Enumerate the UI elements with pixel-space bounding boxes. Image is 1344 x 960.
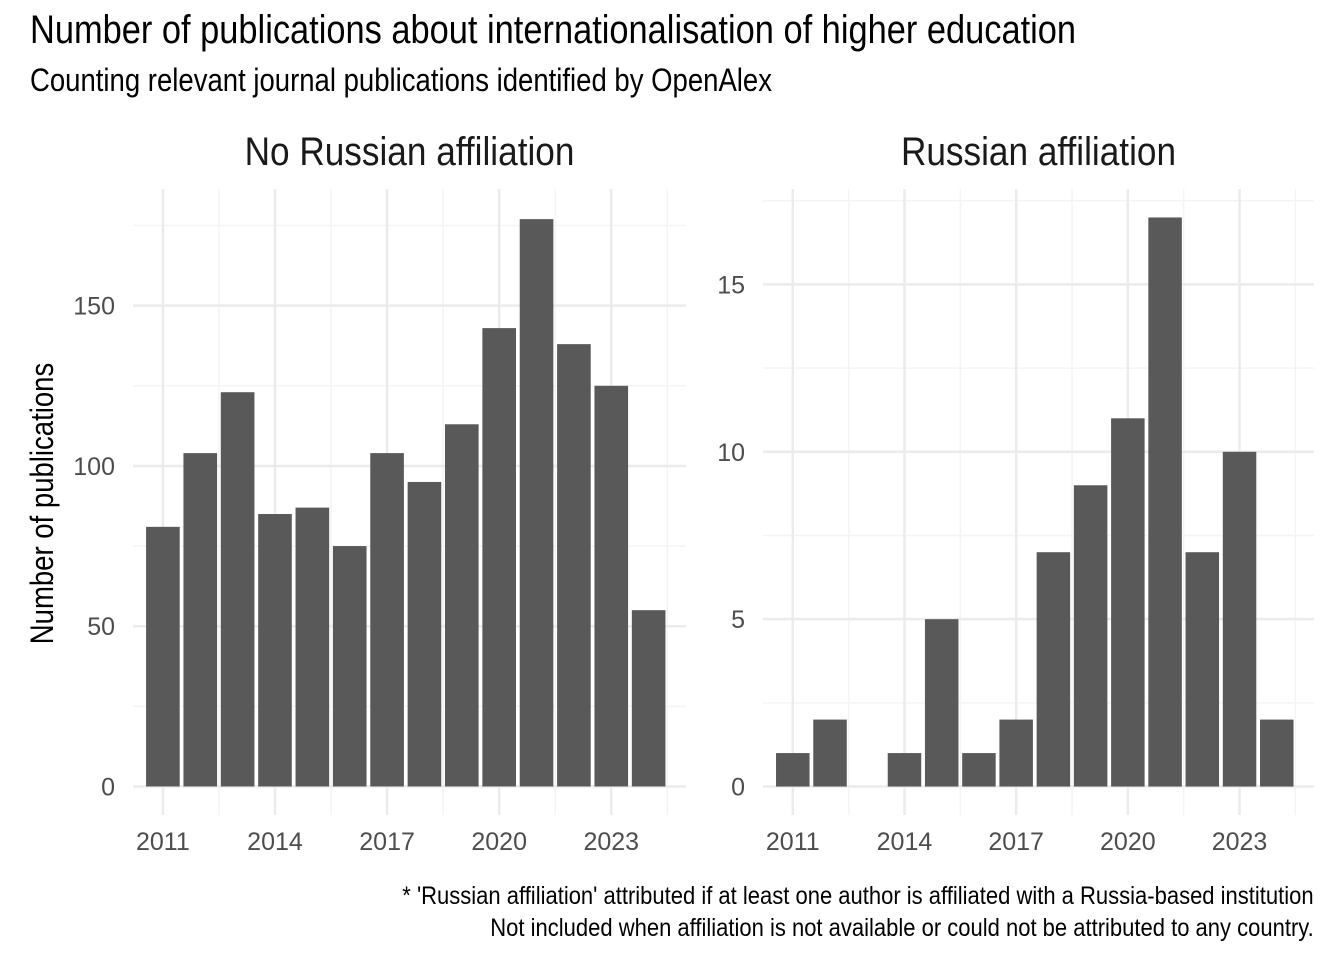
bar-2020 — [1111, 418, 1145, 787]
bar-2017 — [370, 453, 404, 787]
bar-2011 — [776, 753, 810, 787]
y-tick-label: 150 — [73, 293, 115, 321]
x-tick-label: 2014 — [877, 828, 933, 856]
y-tick-label: 0 — [101, 773, 115, 801]
bar-2024 — [631, 610, 666, 787]
x-tick-label: 2011 — [136, 828, 190, 856]
x-tick-label: 2020 — [471, 828, 527, 856]
bar-2024 — [1260, 719, 1294, 787]
caption-line-1: * 'Russian affiliation' attributed if at… — [402, 882, 1314, 910]
bar-2017 — [999, 719, 1033, 787]
chart-subtitle: Counting relevant journal publications i… — [30, 62, 772, 98]
chart-title: Number of publications about internation… — [30, 8, 1077, 52]
x-tick-label: 2014 — [247, 828, 303, 856]
caption-line-2: Not included when affiliation is not ava… — [490, 914, 1314, 942]
bar-2022 — [557, 344, 591, 787]
bar-2014 — [258, 514, 292, 787]
panel-2: 0 5 10 15 2011 2014 2017 2020 2023 Russian affili… — [717, 129, 1314, 856]
bar-2012 — [183, 453, 218, 787]
bar-2023 — [594, 385, 629, 787]
bar-2011 — [146, 526, 180, 787]
x-tick-label: 2017 — [359, 828, 415, 856]
bar-2023 — [1222, 451, 1257, 787]
bar-2016 — [962, 753, 996, 787]
y-tick-label: 100 — [73, 453, 115, 481]
bar-2021 — [1148, 217, 1182, 787]
bar-2013 — [220, 392, 255, 787]
x-tick-label: 2020 — [1100, 828, 1156, 856]
x-tick-label: 2011 — [766, 828, 820, 856]
bar-2014 — [887, 753, 922, 787]
facet-title: Russian affiliation — [901, 129, 1176, 174]
bar-2020 — [482, 328, 516, 787]
x-tick-label: 2023 — [1212, 828, 1268, 856]
y-tick-label: 0 — [731, 774, 745, 802]
y-tick-label: 5 — [731, 606, 745, 634]
panel-1: 0 50 100 150 2011 2014 2017 2020 2023 No Russian … — [73, 129, 686, 856]
bar-2018 — [1036, 552, 1071, 787]
bar-2018 — [407, 481, 442, 787]
bar-2016 — [332, 546, 367, 787]
bar-2021 — [519, 219, 554, 787]
facet-title: No Russian affiliation — [245, 129, 575, 174]
bar-2015 — [295, 507, 330, 787]
x-tick-label: 2023 — [583, 828, 639, 856]
bar-2012 — [813, 719, 847, 787]
bar-2022 — [1185, 552, 1220, 787]
bar-2019 — [1073, 485, 1108, 787]
y-tick-label: 15 — [717, 271, 745, 299]
x-tick-label: 2017 — [988, 828, 1044, 856]
bar-2015 — [924, 619, 959, 787]
y-tick-label: 10 — [717, 439, 745, 467]
y-tick-label: 50 — [87, 613, 115, 641]
bar-2019 — [444, 424, 479, 787]
